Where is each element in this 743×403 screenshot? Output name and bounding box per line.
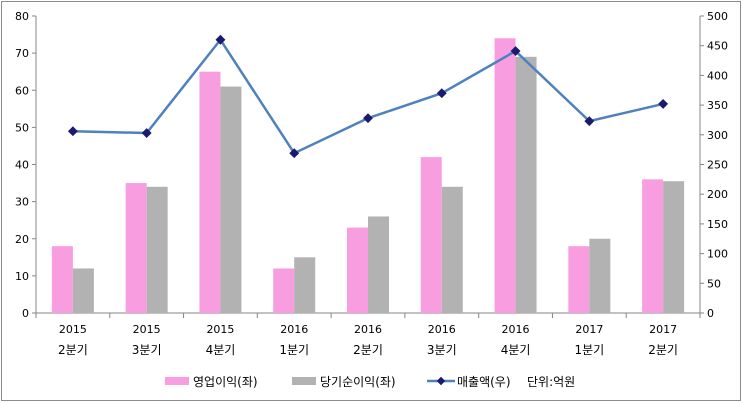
x-label-quarter: 4분기 xyxy=(501,343,531,357)
bar-operating-profit xyxy=(51,246,73,313)
x-label-quarter: 3분기 xyxy=(132,343,162,357)
sales-marker xyxy=(363,113,373,124)
sales-marker xyxy=(215,34,226,45)
right-tick-label: 250 xyxy=(707,159,728,172)
right-tick-label: 450 xyxy=(707,40,728,53)
x-label-quarter: 2분기 xyxy=(58,343,88,357)
sales-line xyxy=(72,37,664,155)
sales-marker xyxy=(289,148,300,159)
x-label-year: 2015 xyxy=(206,323,234,336)
x-label-year: 2016 xyxy=(502,323,530,336)
left-tick-label: 40 xyxy=(15,159,29,172)
unit-note: 단위:억원 xyxy=(527,375,575,389)
right-tick-label: 0 xyxy=(707,307,714,320)
left-tick-label: 80 xyxy=(15,10,29,23)
right-tick-label: 300 xyxy=(707,129,728,142)
x-label-year: 2016 xyxy=(428,323,456,336)
legend-label-sales: 매출액(우) xyxy=(457,375,511,389)
sales-marker xyxy=(141,128,152,138)
bar-net-income xyxy=(663,181,685,313)
bar-net-income xyxy=(72,268,94,313)
legend: 영업이익(좌) 당기순이익(좌) 매출액(우) 단위:억원 xyxy=(165,375,575,389)
x-label-year: 2015 xyxy=(59,323,87,336)
left-tick-label: 50 xyxy=(15,121,29,134)
sales-marker xyxy=(658,98,669,109)
x-label-quarter: 4분기 xyxy=(206,343,236,357)
x-label-year: 2016 xyxy=(280,323,308,336)
left-tick-label: 60 xyxy=(15,84,29,97)
right-tick-label: 200 xyxy=(707,188,728,201)
legend-swatch-operating-profit xyxy=(165,377,189,385)
bar-net-income xyxy=(294,257,316,313)
sales-marker xyxy=(436,88,447,99)
bar-operating-profit xyxy=(273,268,295,313)
bar-operating-profit xyxy=(494,38,516,314)
x-label-year: 2015 xyxy=(133,323,161,336)
sales-marker xyxy=(510,46,521,56)
right-tick-label: 100 xyxy=(707,248,728,261)
sales-marker xyxy=(584,116,595,127)
bar-net-income xyxy=(589,238,611,313)
left-tick-label: 30 xyxy=(15,196,29,209)
bar-operating-profit xyxy=(568,246,590,313)
left-tick-label: 20 xyxy=(15,233,29,246)
legend-label-net-income: 당기순이익(좌) xyxy=(320,375,396,389)
x-label-year: 2017 xyxy=(649,323,677,336)
left-tick-label: 70 xyxy=(15,47,29,60)
bar-operating-profit xyxy=(347,227,368,313)
x-label-year: 2017 xyxy=(575,323,603,336)
left-tick-label: 10 xyxy=(15,270,29,283)
bar-operating-profit xyxy=(199,71,221,313)
x-label-quarter: 1분기 xyxy=(279,343,309,357)
right-tick-label: 150 xyxy=(707,218,728,231)
right-tick-label: 50 xyxy=(707,277,721,290)
x-label-quarter: 1분기 xyxy=(574,343,604,357)
legend-swatch-net-income xyxy=(292,377,316,385)
x-label-quarter: 2분기 xyxy=(353,343,383,357)
left-tick-label: 0 xyxy=(22,307,29,320)
right-tick-label: 350 xyxy=(707,99,728,112)
legend-marker-sales xyxy=(436,376,446,386)
x-label-year: 2016 xyxy=(354,323,382,336)
bar-operating-profit xyxy=(420,157,442,313)
bar-net-income xyxy=(441,186,463,313)
sales-marker xyxy=(67,126,78,137)
bar-operating-profit xyxy=(125,183,147,313)
right-tick-label: 500 xyxy=(707,10,728,23)
right-tick-label: 400 xyxy=(707,69,728,82)
bar-net-income xyxy=(515,56,537,314)
x-label-quarter: 3분기 xyxy=(427,343,457,357)
x-label-quarter: 2분기 xyxy=(648,343,678,357)
bar-net-income xyxy=(146,186,168,313)
legend-label-operating-profit: 영업이익(좌) xyxy=(193,375,258,389)
bar-net-income xyxy=(368,216,389,313)
bar-net-income xyxy=(220,86,242,313)
bar-operating-profit xyxy=(642,179,664,313)
